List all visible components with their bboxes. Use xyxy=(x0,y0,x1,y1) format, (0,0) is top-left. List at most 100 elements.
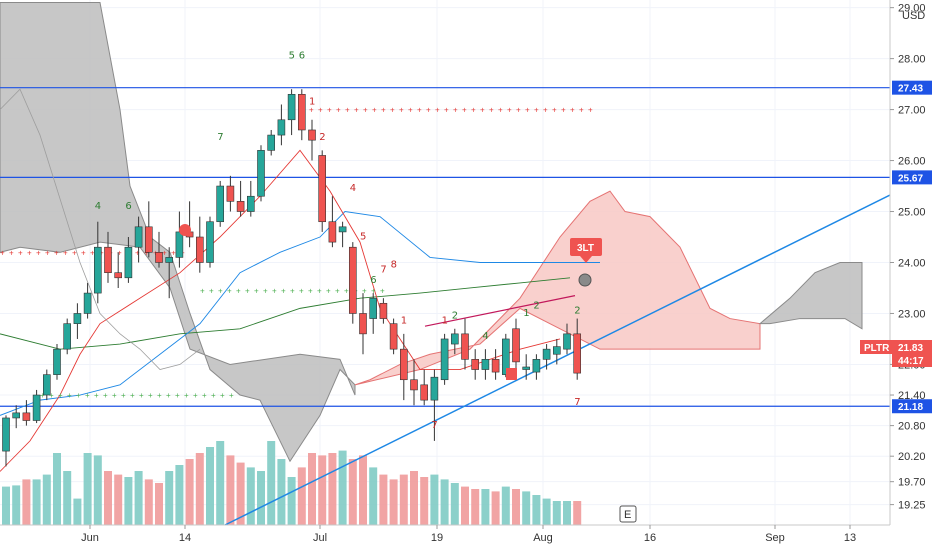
level-tag xyxy=(892,399,932,414)
candle-body xyxy=(399,348,408,381)
time-tick-label: 14 xyxy=(179,532,191,544)
candle-body xyxy=(410,379,418,391)
dot-marker: + xyxy=(480,106,485,115)
pattern-trendline xyxy=(424,295,576,327)
candle xyxy=(369,293,378,334)
dot-marker: + xyxy=(162,248,167,257)
candle-body xyxy=(297,93,306,131)
dot-marker: + xyxy=(371,287,376,296)
candle-body xyxy=(114,272,122,279)
dot-marker: + xyxy=(211,391,216,400)
signal-label: 5 xyxy=(360,232,366,243)
dot-marker: + xyxy=(175,391,180,400)
candle-body xyxy=(542,348,551,360)
volume-bar xyxy=(73,498,82,525)
dot-marker: + xyxy=(326,287,331,296)
dot-marker: + xyxy=(309,106,314,115)
candle-body xyxy=(42,374,51,396)
time-tick-label: Jun xyxy=(81,532,99,544)
volume-bar xyxy=(308,453,316,525)
cloud-future xyxy=(758,262,863,330)
volume-bar xyxy=(114,474,123,525)
dot-marker: + xyxy=(281,287,286,296)
volume-bar xyxy=(481,489,490,525)
price-tick-label: 27.00 xyxy=(898,105,926,117)
candle xyxy=(491,349,500,380)
candle xyxy=(471,349,480,380)
dot-marker: + xyxy=(193,391,198,400)
candle-body xyxy=(104,246,112,273)
signal-label: 6 xyxy=(299,51,305,62)
dot-marker: + xyxy=(363,106,368,115)
candle xyxy=(42,369,51,401)
dot-marker: + xyxy=(308,287,313,296)
volume-bar xyxy=(430,474,439,525)
candle-body xyxy=(267,134,276,151)
candle xyxy=(155,231,163,268)
volume-bar xyxy=(420,477,429,525)
candle xyxy=(348,242,357,324)
candle xyxy=(430,369,439,441)
volume-bar xyxy=(450,483,459,525)
dot-marker: + xyxy=(135,248,140,257)
dot-marker: + xyxy=(67,391,72,400)
candle xyxy=(389,318,398,355)
candle xyxy=(53,344,61,380)
dot-marker: + xyxy=(85,391,90,400)
dot-marker: + xyxy=(49,391,54,400)
candle-body xyxy=(287,93,296,121)
indicator-lines: + + + + + + + + + + + + + + + + + + + + + + + + + + + + + + + + + + + + + + + +… xyxy=(0,88,891,526)
dot-marker: + xyxy=(390,106,395,115)
time-tick-label: 19 xyxy=(431,532,443,544)
candle-body xyxy=(512,328,520,363)
volume-bar xyxy=(12,485,21,525)
dot-marker: + xyxy=(144,248,149,257)
dot-marker: + xyxy=(327,106,332,115)
dot-marker: + xyxy=(81,248,86,257)
dot-marker: + xyxy=(227,287,232,296)
volume-bar xyxy=(206,447,214,525)
dot-marker: + xyxy=(45,248,50,257)
signal-label: 4 xyxy=(482,331,488,342)
dot-marker: + xyxy=(471,106,476,115)
price-tick-label: 26.00 xyxy=(898,156,926,168)
dot-marker: + xyxy=(157,391,162,400)
signal-square xyxy=(506,368,517,380)
volume-bar xyxy=(399,474,408,525)
candle-body xyxy=(532,359,541,373)
dot-marker: + xyxy=(0,248,5,257)
candle xyxy=(318,150,327,232)
level-tag xyxy=(892,80,932,95)
signal-label: 7 xyxy=(380,265,386,276)
candle-body xyxy=(22,412,31,421)
volume-bar xyxy=(532,495,541,525)
dot-marker: + xyxy=(354,106,359,115)
candle-body xyxy=(461,333,469,360)
volume-bar xyxy=(512,489,520,525)
candle xyxy=(267,129,276,156)
time-axis[interactable]: Jun 14 Jul 19 Aug 16 Sep 13 xyxy=(81,525,856,544)
dot-marker: + xyxy=(417,106,422,115)
dot-marker: + xyxy=(380,287,385,296)
signal-label: 1 xyxy=(523,308,529,319)
volume-bar xyxy=(542,498,551,525)
scale-button[interactable]: E xyxy=(619,505,637,523)
price-axis[interactable]: 29.0028.0027.0026.0025.0024.0023.0022.00… xyxy=(890,3,926,512)
candle xyxy=(379,298,388,324)
dot-marker: + xyxy=(336,106,341,115)
candle-body xyxy=(257,150,265,197)
candle xyxy=(134,216,143,263)
volume-bars xyxy=(2,441,582,525)
candle xyxy=(552,338,561,365)
signal-label: 1 xyxy=(442,316,448,327)
dot-marker: + xyxy=(570,106,575,115)
dot-marker: + xyxy=(254,287,259,296)
volume-bar xyxy=(175,465,184,525)
pattern-tag: 3LT xyxy=(570,238,602,287)
grid xyxy=(0,0,890,525)
candle xyxy=(94,221,102,304)
dot-marker: + xyxy=(426,106,431,115)
dot-marker: + xyxy=(335,287,340,296)
dot-marker: + xyxy=(372,106,377,115)
